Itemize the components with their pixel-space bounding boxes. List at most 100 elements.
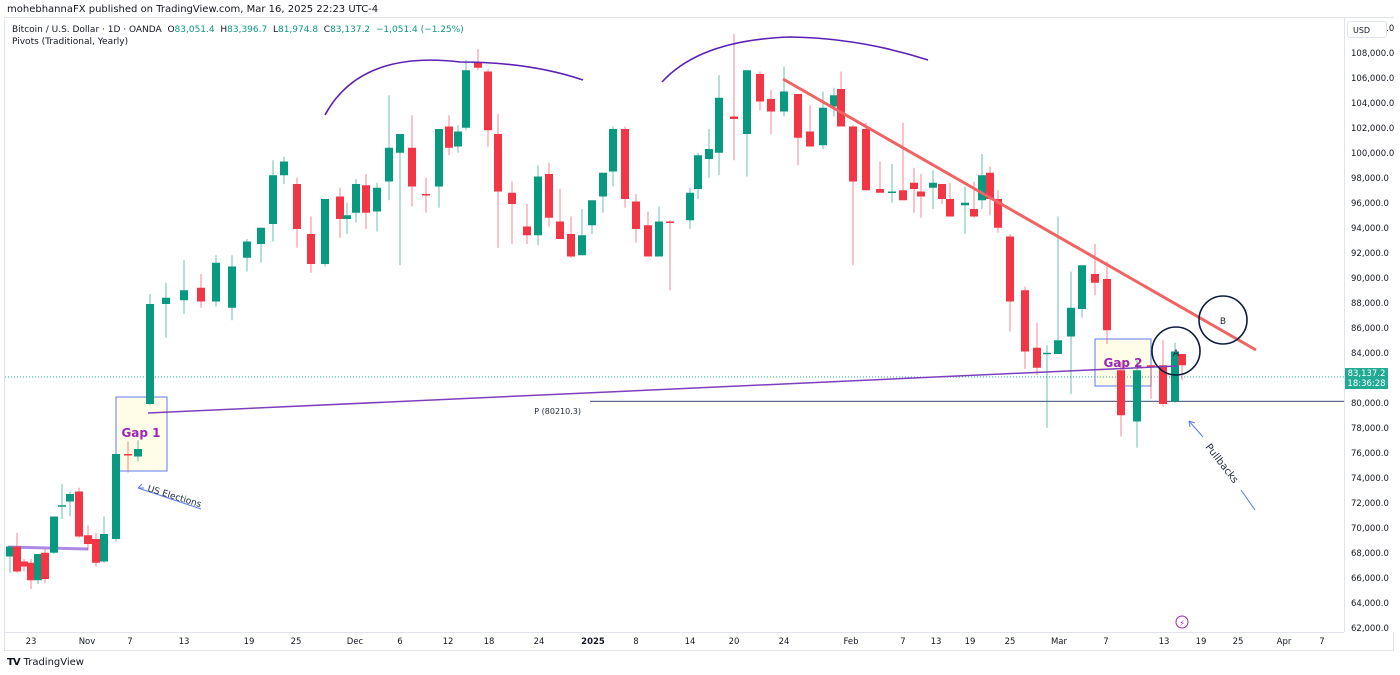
candle-body[interactable] — [1159, 365, 1167, 404]
candle-body[interactable] — [794, 94, 802, 138]
candlestick-chart[interactable]: A B Gap 1 Gap 2 P (80210.3) US Elections Pullb… — [0, 0, 1344, 632]
candle-body[interactable] — [806, 131, 814, 147]
candle-body[interactable] — [269, 175, 277, 224]
candle-body[interactable] — [862, 129, 870, 191]
lightning-icon[interactable] — [1175, 615, 1189, 629]
candle-body[interactable] — [899, 190, 907, 201]
candle-body[interactable] — [599, 172, 607, 197]
candle-body[interactable] — [100, 534, 108, 562]
candle-body[interactable] — [58, 505, 66, 507]
candle-body[interactable] — [20, 561, 28, 567]
candle-body[interactable] — [1091, 274, 1099, 283]
gap-connector-line[interactable] — [147, 365, 1178, 414]
candle-body[interactable] — [92, 539, 100, 563]
candle-body[interactable] — [780, 91, 788, 112]
candle-body[interactable] — [588, 200, 596, 226]
gap-1-box[interactable] — [115, 396, 168, 472]
candle-body[interactable] — [293, 184, 301, 229]
candle-body[interactable] — [134, 449, 142, 457]
candle-body[interactable] — [508, 192, 516, 204]
candle-body[interactable] — [257, 227, 265, 244]
candle-body[interactable] — [1133, 370, 1141, 422]
candle-body[interactable] — [609, 129, 617, 172]
candle-body[interactable] — [321, 199, 329, 264]
candle-body[interactable] — [422, 194, 430, 196]
candle-body[interactable] — [666, 221, 674, 224]
time-axis[interactable] — [5, 632, 1344, 651]
candle-body[interactable] — [1067, 307, 1075, 337]
currency-label[interactable]: USD — [1347, 21, 1387, 38]
top-arc-2[interactable] — [661, 36, 929, 83]
indicator-label[interactable]: Pivots (Traditional, Yearly) — [12, 37, 129, 47]
candle-body[interactable] — [830, 95, 838, 107]
candle-body[interactable] — [228, 266, 236, 308]
symbol-name[interactable]: Bitcoin / U.S. Dollar · 1D · OANDA — [12, 25, 162, 35]
candle-body[interactable] — [1103, 279, 1111, 331]
candle-body[interactable] — [385, 147, 393, 182]
candle-body[interactable] — [13, 546, 21, 572]
candle-body[interactable] — [352, 184, 360, 213]
candle-body[interactable] — [84, 535, 92, 544]
circle-b[interactable] — [1198, 295, 1248, 345]
candle-body[interactable] — [961, 202, 969, 206]
candle-body[interactable] — [910, 182, 918, 189]
candle-body[interactable] — [705, 149, 713, 159]
top-arc-1[interactable] — [324, 59, 584, 116]
candle-body[interactable] — [362, 185, 370, 213]
candle-body[interactable] — [41, 552, 49, 579]
candle-body[interactable] — [307, 234, 315, 264]
candle-body[interactable] — [34, 554, 42, 581]
us-elections-arrow[interactable] — [137, 487, 202, 510]
candle-body[interactable] — [644, 225, 652, 257]
candle-body[interactable] — [50, 516, 58, 553]
circle-a[interactable] — [1151, 326, 1201, 376]
candle-body[interactable] — [523, 226, 531, 236]
candle-body[interactable] — [888, 191, 896, 194]
candle-body[interactable] — [917, 191, 925, 197]
candle-body[interactable] — [243, 241, 251, 258]
candle-body[interactable] — [1178, 354, 1186, 366]
candle-body[interactable] — [837, 89, 845, 127]
candle-body[interactable] — [280, 161, 288, 176]
candle-body[interactable] — [819, 107, 827, 146]
price-axis[interactable]: 110,000.0108,000.0106,000.0104,000.0102,… — [1344, 18, 1395, 634]
candle-body[interactable] — [212, 262, 220, 302]
candle-body[interactable] — [655, 221, 663, 257]
candle-body[interactable] — [454, 131, 462, 147]
candle-body[interactable] — [408, 147, 416, 187]
candle-body[interactable] — [1078, 265, 1086, 309]
brand-name[interactable]: TradingView — [23, 657, 84, 668]
candle-body[interactable] — [694, 155, 702, 189]
candle-body[interactable] — [1054, 340, 1062, 354]
candle-body[interactable] — [343, 215, 351, 219]
candle-body[interactable] — [621, 129, 629, 199]
candle-body[interactable] — [578, 235, 586, 256]
candle-body[interactable] — [494, 134, 502, 192]
candle-body[interactable] — [756, 74, 764, 102]
candle-body[interactable] — [146, 304, 154, 404]
candle-body[interactable] — [462, 70, 470, 128]
candle-body[interactable] — [938, 184, 946, 199]
candle-body[interactable] — [632, 201, 640, 230]
candle-body[interactable] — [27, 562, 35, 581]
candle-body[interactable] — [112, 454, 120, 539]
candle-body[interactable] — [986, 172, 994, 199]
candle-body[interactable] — [162, 297, 170, 304]
candle-body[interactable] — [373, 187, 381, 212]
candle-body[interactable] — [1117, 370, 1125, 416]
candle-body[interactable] — [1043, 352, 1051, 355]
candle-body[interactable] — [876, 189, 884, 193]
candle-body[interactable] — [124, 454, 132, 456]
descending-trendline[interactable] — [782, 77, 1257, 352]
candle-body[interactable] — [849, 126, 857, 182]
candle-body[interactable] — [66, 494, 74, 502]
candle-body[interactable] — [743, 70, 751, 134]
candle-body[interactable] — [6, 546, 14, 557]
candle-body[interactable] — [75, 491, 83, 537]
candle-body[interactable] — [396, 134, 404, 153]
candle-body[interactable] — [1147, 365, 1155, 367]
candle-body[interactable] — [336, 196, 344, 220]
candle-body[interactable] — [484, 71, 492, 131]
candle-body[interactable] — [970, 209, 978, 217]
candle-body[interactable] — [534, 176, 542, 236]
